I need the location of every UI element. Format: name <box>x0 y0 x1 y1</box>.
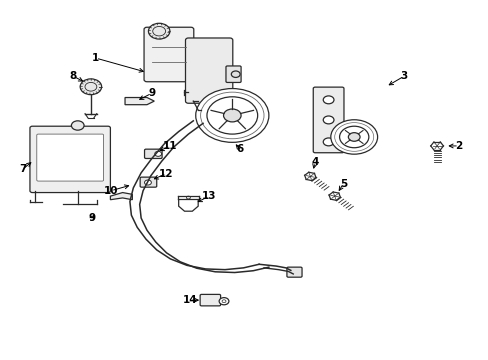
Circle shape <box>144 180 151 185</box>
Circle shape <box>323 96 333 104</box>
FancyBboxPatch shape <box>185 38 232 103</box>
FancyBboxPatch shape <box>144 149 162 158</box>
Circle shape <box>186 196 190 199</box>
Circle shape <box>195 89 268 142</box>
Circle shape <box>323 116 333 124</box>
Circle shape <box>222 300 225 303</box>
Text: 1: 1 <box>92 53 99 63</box>
Circle shape <box>231 71 240 77</box>
Circle shape <box>223 109 241 122</box>
Circle shape <box>323 138 333 146</box>
Circle shape <box>334 123 373 151</box>
FancyBboxPatch shape <box>37 134 103 181</box>
Text: 7: 7 <box>19 164 26 174</box>
Circle shape <box>219 298 228 305</box>
Text: 13: 13 <box>202 191 216 201</box>
Text: 9: 9 <box>89 213 96 222</box>
Circle shape <box>200 92 264 139</box>
Circle shape <box>80 79 102 95</box>
FancyBboxPatch shape <box>200 294 220 306</box>
FancyBboxPatch shape <box>286 267 302 277</box>
Text: 3: 3 <box>400 71 407 81</box>
Text: 5: 5 <box>339 179 346 189</box>
Polygon shape <box>125 98 154 105</box>
Circle shape <box>152 26 165 36</box>
Circle shape <box>85 82 97 91</box>
Text: 6: 6 <box>236 144 243 154</box>
FancyBboxPatch shape <box>313 87 343 153</box>
Circle shape <box>71 121 84 130</box>
FancyBboxPatch shape <box>140 177 157 187</box>
Circle shape <box>339 126 368 148</box>
Text: 12: 12 <box>159 168 173 179</box>
FancyBboxPatch shape <box>144 27 193 82</box>
Text: 2: 2 <box>454 141 462 151</box>
Text: 4: 4 <box>311 157 318 167</box>
Circle shape <box>206 97 257 134</box>
Polygon shape <box>110 193 132 200</box>
Text: 8: 8 <box>69 71 76 81</box>
Text: 14: 14 <box>182 295 197 305</box>
Text: 11: 11 <box>163 141 177 151</box>
Circle shape <box>347 133 359 141</box>
Text: 9: 9 <box>148 88 155 98</box>
Text: 10: 10 <box>103 186 118 196</box>
Circle shape <box>155 151 161 156</box>
FancyBboxPatch shape <box>225 66 241 82</box>
Circle shape <box>330 120 377 154</box>
Circle shape <box>148 23 169 39</box>
FancyBboxPatch shape <box>30 126 110 193</box>
